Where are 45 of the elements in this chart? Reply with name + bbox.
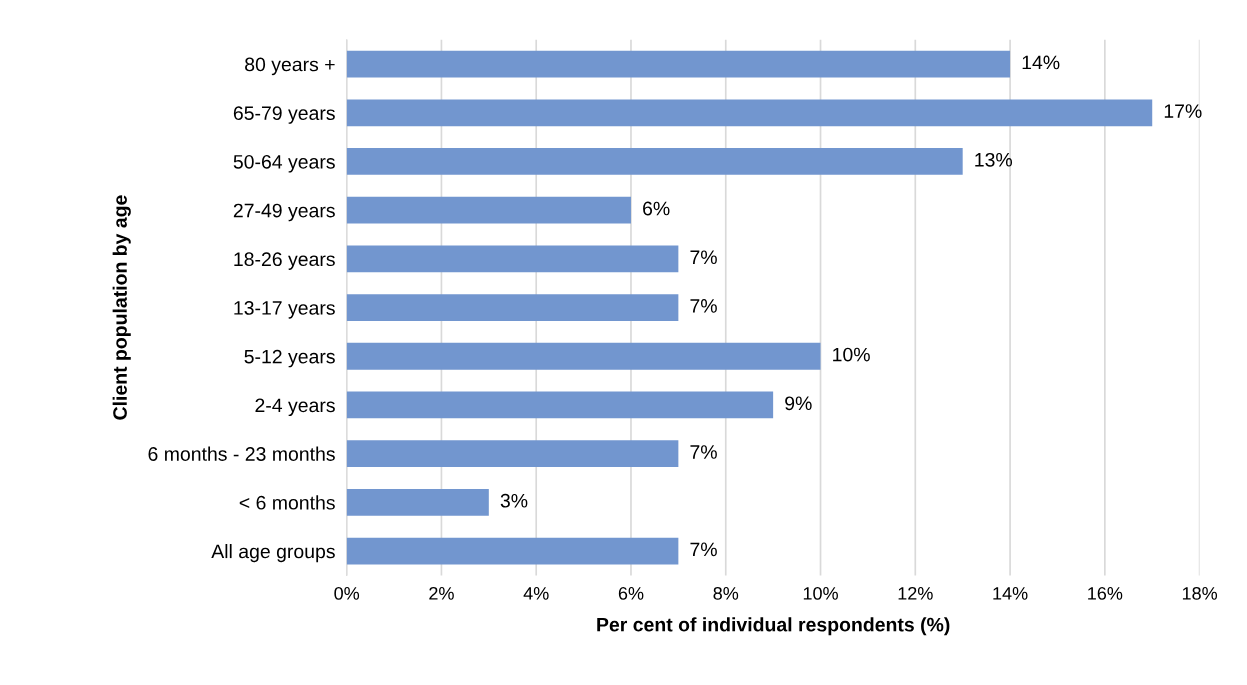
- y-tick-label: 13-17 years: [234, 301, 335, 319]
- data-label: 10%: [833, 347, 870, 362]
- y-tick-label: 6 months - 23 months: [148, 446, 335, 461]
- bar: [346, 50, 1011, 78]
- x-tick-label: 14%: [993, 587, 1028, 600]
- data-label: 14%: [1022, 55, 1060, 70]
- bar: [346, 148, 963, 175]
- x-tick-label: 18%: [1182, 586, 1218, 600]
- bar: [346, 342, 821, 370]
- data-label: 9%: [785, 396, 812, 411]
- x-tick-label: 0%: [334, 586, 360, 600]
- x-tick-label: 12%: [898, 586, 933, 600]
- y-tick-label: 80 years +: [245, 57, 335, 76]
- data-label: 7%: [690, 299, 717, 313]
- x-tick-label: 8%: [713, 586, 739, 600]
- x-axis-title: Per cent of individual respondents (%): [597, 617, 950, 636]
- x-tick-label: 2%: [429, 586, 454, 600]
- data-label: 17%: [1164, 104, 1202, 118]
- x-tick-label: 4%: [523, 587, 549, 600]
- bar: [346, 488, 489, 516]
- y-tick-label: 65-79 years: [233, 106, 335, 124]
- y-tick-label: < 6 months: [239, 495, 335, 510]
- data-label: 7%: [690, 445, 717, 459]
- y-axis-title: Client population by age: [112, 195, 131, 420]
- x-tick-label: 6%: [618, 586, 644, 600]
- bar: [346, 440, 679, 468]
- data-label: 7%: [690, 250, 717, 265]
- y-tick-label: 2-4 years: [255, 398, 335, 417]
- x-tick-label: 10%: [803, 586, 838, 600]
- bar: [346, 99, 1153, 127]
- y-tick-label: 50-64 years: [233, 154, 335, 173]
- y-tick-label: All age groups: [211, 544, 335, 563]
- data-label: 6%: [643, 201, 670, 216]
- data-label: 3%: [500, 493, 528, 508]
- y-tick-label: 27-49 years: [233, 203, 335, 222]
- bar: [346, 391, 774, 419]
- bar: [346, 294, 679, 321]
- y-tick-label: 18-26 years: [234, 252, 335, 270]
- x-tick-label: 16%: [1088, 586, 1123, 600]
- y-tick-label: 5-12 years: [244, 349, 335, 368]
- bar: [346, 537, 679, 565]
- data-label: 13%: [975, 152, 1013, 167]
- data-label: 7%: [690, 542, 717, 557]
- bar: [346, 196, 631, 224]
- bar: [346, 245, 679, 273]
